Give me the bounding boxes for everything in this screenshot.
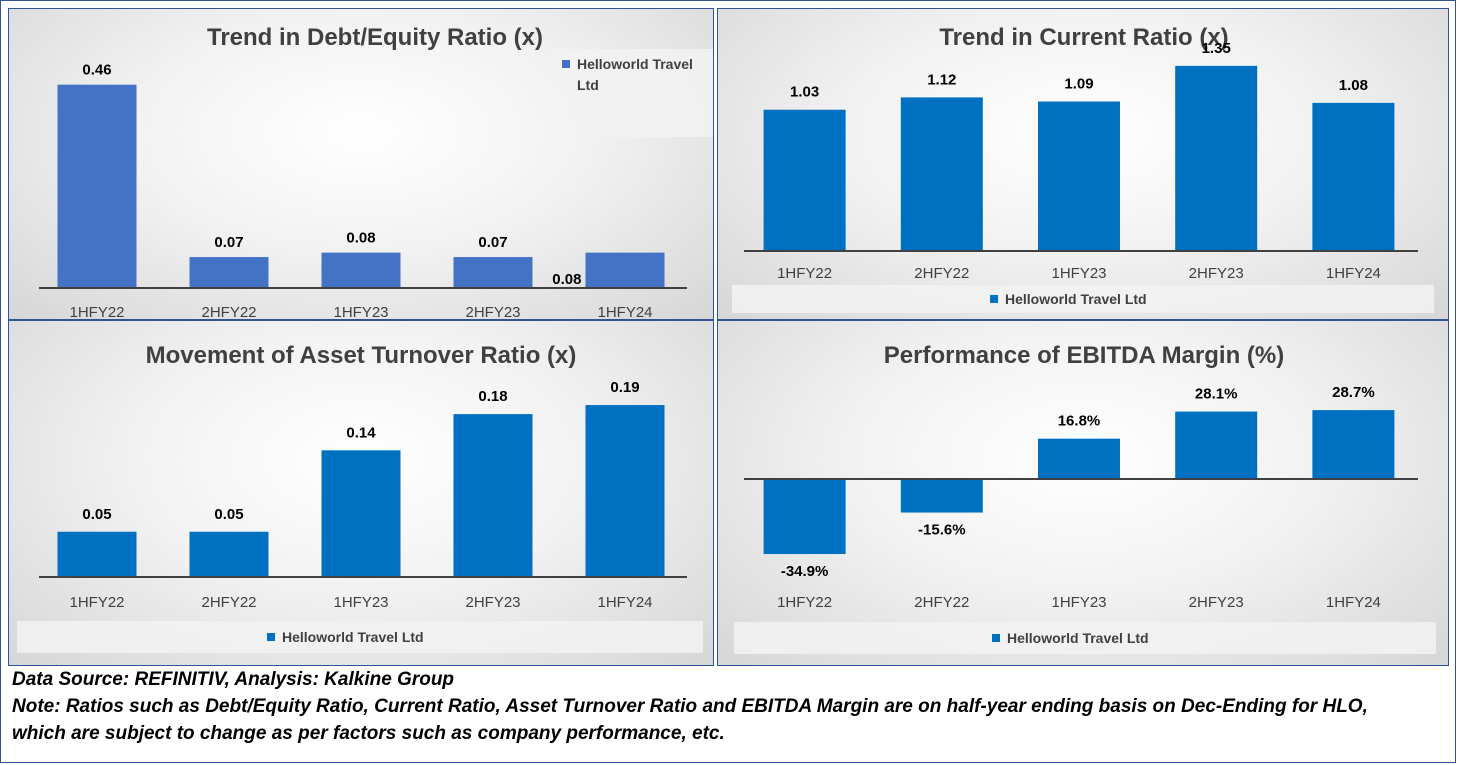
legend-swatch <box>267 633 275 641</box>
data-label: 1.12 <box>927 71 956 88</box>
tick-label: 2HFY23 <box>1189 265 1244 282</box>
data-label: -34.9% <box>781 563 829 580</box>
bar-2hfy23 <box>1175 411 1258 479</box>
tick-label: 1HFY24 <box>597 304 652 320</box>
chart-title: Trend in Debt/Equity Ratio (x) <box>207 24 543 51</box>
tick-label: 1HFY23 <box>1051 265 1106 282</box>
data-label: 0.05 <box>214 506 243 523</box>
chart-title: Trend in Current Ratio (x) <box>939 24 1228 51</box>
tick-label: 1HFY24 <box>1326 265 1381 282</box>
tick-label: 2HFY23 <box>1189 594 1244 611</box>
legend-label: Helloworld Travel Ltd <box>1007 630 1149 646</box>
tick-label: 2HFY23 <box>465 594 520 611</box>
chart-svg: Performance of EBITDA Margin (%) -34.9% 1H… <box>734 342 1436 654</box>
debt-equity-chart-panel: Trend in Debt/Equity Ratio (x) 0.46 1HFY22… <box>8 8 714 320</box>
note-line-2: which are subject to change as per facto… <box>12 723 725 744</box>
bar-1hfy24 <box>1312 410 1395 479</box>
data-label: 0.18 <box>478 388 507 405</box>
data-label: 0.46 <box>82 62 111 79</box>
data-label: 1.09 <box>1064 76 1093 93</box>
asset-turnover-chart-panel: Movement of Asset Turnover Ratio (x) 0.05… <box>8 320 714 666</box>
legend-swatch <box>992 634 1000 642</box>
tick-label: 1HFY23 <box>333 304 388 320</box>
ebitda-margin-chart-panel: Performance of EBITDA Margin (%) -34.9% 1H… <box>717 320 1449 666</box>
tick-label: 2HFY22 <box>914 265 969 282</box>
data-label: 0.05 <box>82 506 111 523</box>
tick-label: 1HFY23 <box>1051 594 1106 611</box>
tick-label: 1HFY22 <box>69 594 124 611</box>
legend-box <box>554 49 713 137</box>
legend-box <box>734 622 1436 654</box>
legend-label: Helloworld Travel Ltd <box>1005 291 1147 307</box>
data-label: 0.07 <box>478 234 507 251</box>
tick-label: 2HFY23 <box>465 304 520 320</box>
bar-2hfy22 <box>900 479 983 513</box>
legend-box <box>17 621 703 653</box>
legend-box <box>732 285 1434 313</box>
tick-label: 2HFY22 <box>201 304 256 320</box>
data-label: 0.08 <box>346 230 375 247</box>
tick-label: 1HFY22 <box>69 304 124 320</box>
bar-1hfy23 <box>321 252 401 288</box>
data-label: 0.19 <box>610 379 639 396</box>
bar-1hfy23 <box>321 450 401 577</box>
bar-2hfy23 <box>453 414 533 577</box>
legend-label: Helloworld Travel Ltd <box>282 629 424 645</box>
bar-2hfy23 <box>1175 65 1258 251</box>
bar-2hfy23 <box>453 257 533 288</box>
tick-label: 1HFY24 <box>1326 594 1381 611</box>
data-label: 0.08 <box>552 271 581 288</box>
data-label: 1.03 <box>790 84 819 101</box>
bar-2hfy22 <box>900 97 983 252</box>
data-label: 1.35 <box>1202 40 1231 57</box>
chart-svg: Trend in Current Ratio (x) 1.03 1HFY22 1.12… <box>732 24 1434 313</box>
tick-label: 2HFY22 <box>201 594 256 611</box>
current-ratio-chart-panel: Trend in Current Ratio (x) 1.03 1HFY22 1.12… <box>717 8 1449 320</box>
legend-label: Helloworld Travel <box>577 56 693 72</box>
chart-title: Movement of Asset Turnover Ratio (x) <box>146 342 577 369</box>
bar-1hfy22 <box>57 531 137 577</box>
chart-title: Performance of EBITDA Margin (%) <box>884 342 1285 369</box>
tick-label: 1HFY23 <box>333 594 388 611</box>
bar-2hfy22 <box>189 531 269 577</box>
legend-swatch <box>562 60 570 68</box>
legend-swatch <box>990 295 998 303</box>
data-label: 28.7% <box>1332 384 1375 401</box>
tick-label: 1HFY24 <box>597 594 652 611</box>
bar-1hfy23 <box>1038 101 1120 251</box>
footer-notes: Data Source: REFINITIV, Analysis: Kalkin… <box>12 666 1442 747</box>
chart-svg: Trend in Debt/Equity Ratio (x) 0.46 1HFY22… <box>39 24 713 320</box>
bar-1hfy24 <box>585 252 665 288</box>
data-label: 0.14 <box>346 424 376 441</box>
data-label: 1.08 <box>1339 77 1368 94</box>
bar-1hfy24 <box>585 405 665 577</box>
data-label: 16.8% <box>1058 413 1101 430</box>
chart-svg: Movement of Asset Turnover Ratio (x) 0.05… <box>17 342 703 653</box>
tick-label: 1HFY22 <box>777 265 832 282</box>
data-label: 0.07 <box>214 234 243 251</box>
tick-label: 1HFY22 <box>777 594 832 611</box>
legend-label: Ltd <box>577 77 599 93</box>
tick-label: 2HFY22 <box>914 594 969 611</box>
data-source-text: Data Source: REFINITIV, Analysis: Kalkin… <box>12 669 455 690</box>
bar-1hfy22 <box>57 84 137 289</box>
note-line-1: Note: Ratios such as Debt/Equity Ratio, … <box>12 696 1368 717</box>
data-label: -15.6% <box>918 522 966 539</box>
bar-2hfy22 <box>189 257 269 288</box>
bar-1hfy24 <box>1312 102 1395 251</box>
bar-1hfy22 <box>763 479 846 555</box>
bar-1hfy22 <box>763 109 846 251</box>
data-label: 28.1% <box>1195 386 1238 403</box>
bar-1hfy23 <box>1038 438 1120 479</box>
